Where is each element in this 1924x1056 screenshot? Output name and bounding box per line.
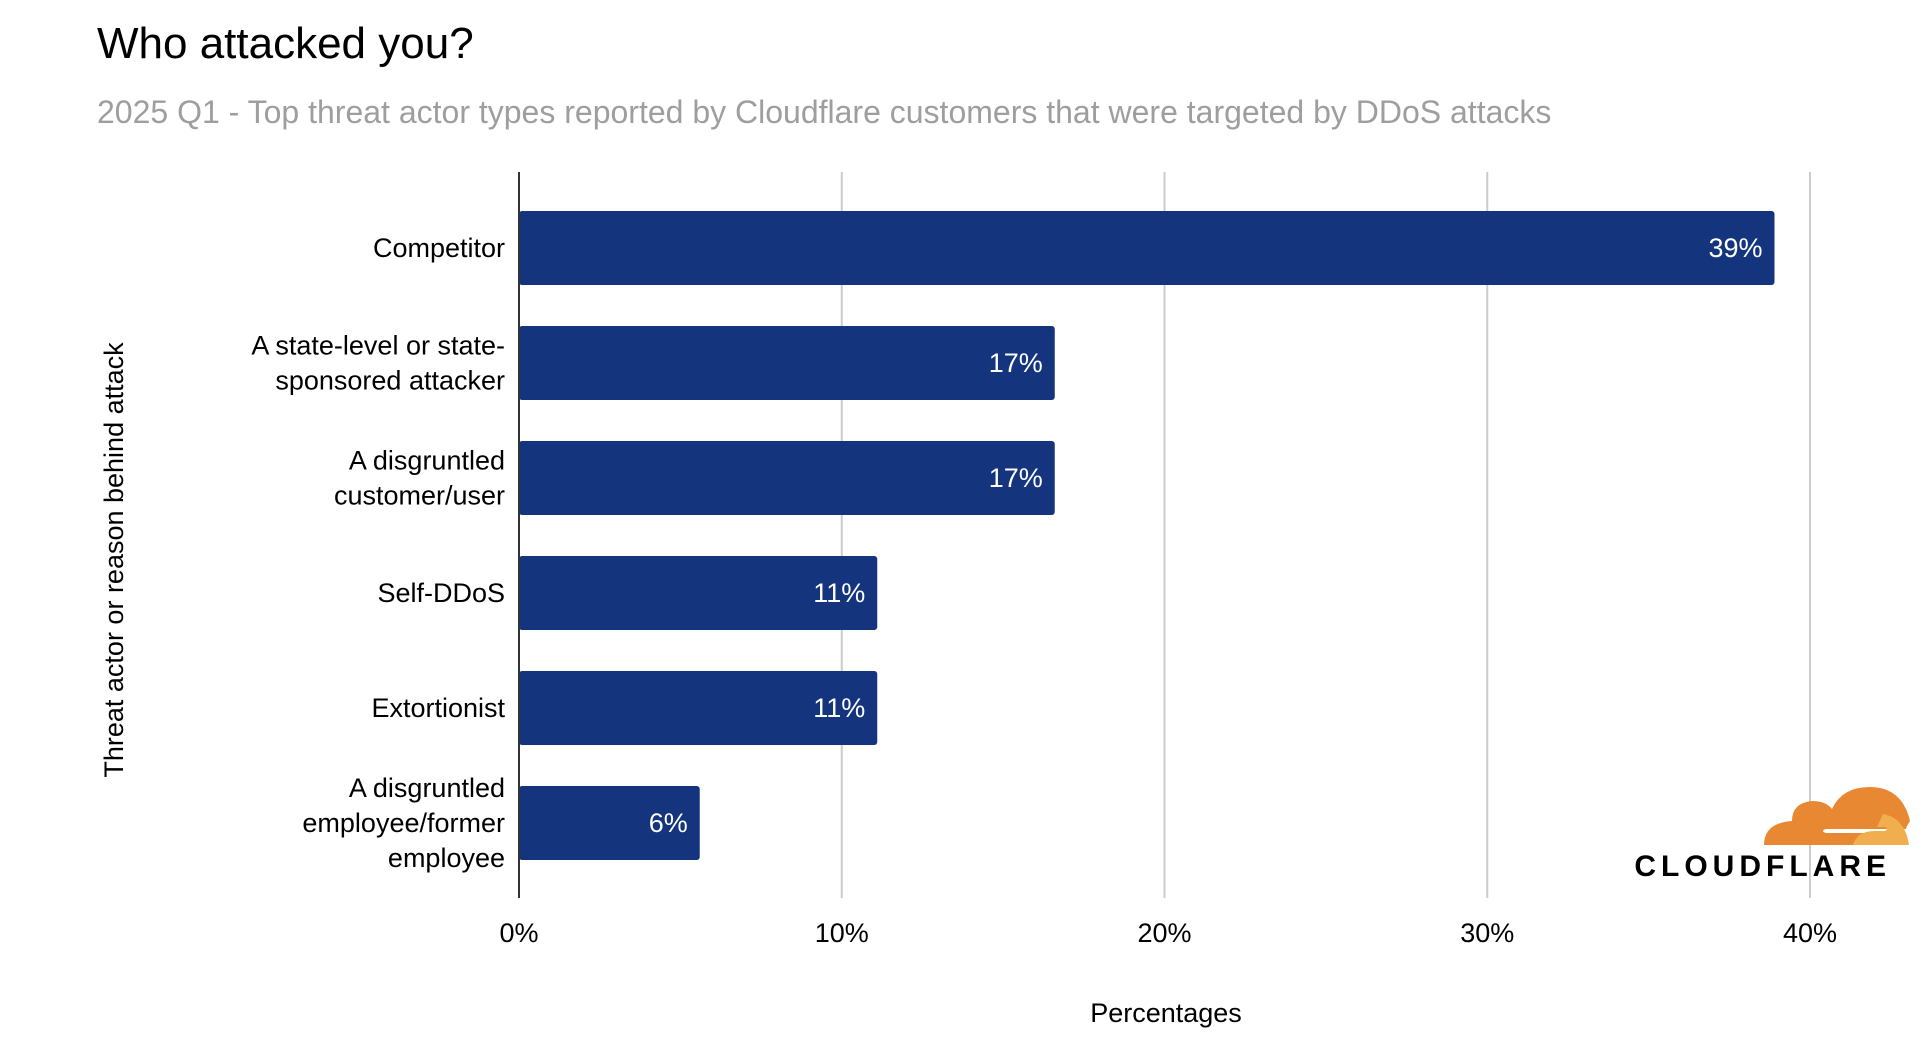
x-axis-label: Percentages	[1090, 998, 1242, 1028]
category-labels: Competitor A state-level or state-sponsor…	[251, 233, 505, 873]
data-label: 39%	[1708, 233, 1762, 263]
category-label: employee/former	[302, 808, 505, 838]
category-label: A disgruntled	[349, 446, 505, 476]
bar	[519, 786, 700, 860]
data-label: 17%	[989, 348, 1043, 378]
bar	[519, 441, 1055, 515]
data-label: 6%	[649, 808, 688, 838]
x-tick-label: 0%	[499, 918, 538, 948]
bars: 39% 17% 17% 11% 11% 6%	[519, 211, 1775, 860]
category-label: Competitor	[373, 233, 505, 263]
category-label: A state-level or state-	[251, 331, 505, 361]
category-label: employee	[388, 843, 505, 873]
gridlines	[840, 172, 1811, 898]
x-tick-label: 20%	[1137, 918, 1191, 948]
x-tick-labels: 0% 10% 20% 30% 40%	[499, 918, 1837, 948]
category-label: sponsored attacker	[275, 366, 505, 396]
cloudflare-wordmark: CLOUDFLARE	[1634, 850, 1891, 883]
category-label: Extortionist	[371, 693, 505, 723]
bar	[519, 211, 1775, 285]
category-label: A disgruntled	[349, 773, 505, 803]
chart-subtitle: 2025 Q1 - Top threat actor types reporte…	[97, 94, 1551, 130]
bar	[519, 556, 878, 630]
data-label: 11%	[813, 578, 865, 608]
cloudflare-logo: CLOUDFLARE	[1634, 787, 1910, 883]
bar	[519, 326, 1055, 400]
x-tick-label: 10%	[815, 918, 869, 948]
x-tick-label: 40%	[1783, 918, 1837, 948]
category-label: customer/user	[334, 481, 505, 511]
data-label: 11%	[813, 693, 865, 723]
data-label: 17%	[989, 463, 1043, 493]
x-tick-label: 30%	[1460, 918, 1514, 948]
cloud-icon	[1764, 787, 1910, 845]
y-axis-label: Threat actor or reason behind attack	[99, 342, 129, 778]
category-label: Self-DDoS	[377, 578, 505, 608]
bar	[519, 671, 878, 745]
chart-title: Who attacked you?	[97, 19, 474, 68]
